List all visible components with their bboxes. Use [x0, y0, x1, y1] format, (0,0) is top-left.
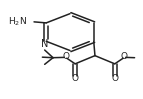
Text: O: O — [72, 74, 79, 83]
Text: O: O — [111, 74, 118, 83]
Text: O: O — [62, 52, 69, 61]
Text: O: O — [121, 52, 128, 61]
Text: N: N — [41, 39, 48, 49]
Text: H$_2$N: H$_2$N — [8, 15, 27, 28]
